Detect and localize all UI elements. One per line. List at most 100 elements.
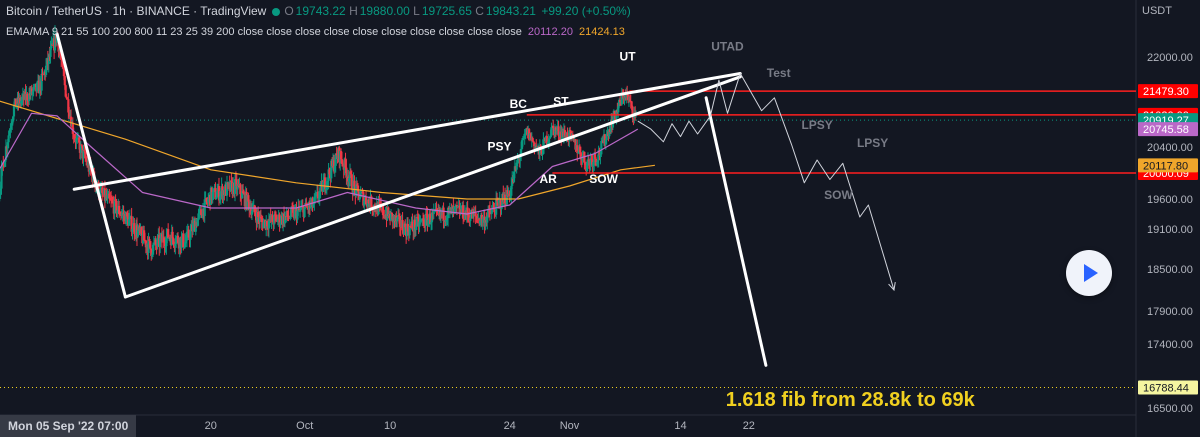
candle-body <box>422 219 426 226</box>
candle-body <box>36 82 39 92</box>
candle-body <box>576 145 579 154</box>
candle-body <box>396 217 399 222</box>
candle-body <box>420 219 423 221</box>
symbol-title[interactable]: Bitcoin / TetherUS · 1h · BINANCE · Trad… <box>6 4 267 18</box>
candle-body <box>147 239 150 253</box>
candle-body <box>495 199 498 215</box>
candle-body <box>476 217 479 220</box>
candle-body <box>241 191 245 194</box>
candle-body <box>3 160 7 167</box>
candle-body <box>424 213 427 226</box>
candle-body <box>600 141 603 155</box>
candle-body <box>211 192 214 201</box>
candle-body <box>512 171 516 182</box>
candle-body <box>125 212 128 224</box>
candle-body <box>271 215 274 222</box>
candle-body <box>579 152 582 160</box>
candle-body <box>446 207 450 219</box>
candle-body <box>334 153 337 166</box>
candle-body <box>278 214 281 225</box>
candle-body <box>398 216 402 227</box>
candle-body <box>401 219 404 231</box>
price-tag <box>1138 84 1198 99</box>
play-replay-button[interactable] <box>1066 250 1112 296</box>
candle-body <box>274 215 278 218</box>
candle-body <box>127 219 131 226</box>
candle-body <box>531 138 534 142</box>
candle-body <box>411 221 414 229</box>
candle-body <box>126 212 129 217</box>
candle-body <box>85 158 88 161</box>
indicator-name: EMA/MA 9 21 55 100 200 800 11 23 25 39 2… <box>6 26 522 38</box>
y-tick-label: 16500.00 <box>1147 403 1193 415</box>
candle-body <box>404 223 407 228</box>
candle-body <box>180 237 183 248</box>
candle-body <box>298 207 301 211</box>
candle-body <box>108 193 111 199</box>
chart-annotation: UT <box>620 49 637 63</box>
candle-body <box>274 214 277 216</box>
candle-body <box>423 225 426 227</box>
candle-body <box>446 218 449 220</box>
candle-body <box>9 129 12 132</box>
candle-body <box>451 206 454 215</box>
x-tick-label: 10 <box>384 420 396 432</box>
candle-body <box>605 133 608 141</box>
candle-body <box>520 148 523 155</box>
candle-body <box>284 216 287 218</box>
candle-body <box>165 236 168 247</box>
candle-body <box>216 192 219 198</box>
candle-body <box>333 165 336 172</box>
candle-body <box>433 210 436 212</box>
chart-annotation: LPSY <box>857 136 888 150</box>
candle-body <box>370 196 373 210</box>
candle-body <box>480 214 484 223</box>
candle-body <box>64 85 67 97</box>
candle-body <box>617 106 620 113</box>
indicator-legend[interactable]: EMA/MA 9 21 55 100 200 800 11 23 25 39 2… <box>6 26 625 38</box>
candle-body <box>523 133 526 138</box>
candle-body <box>241 191 244 199</box>
candle-body <box>323 177 327 190</box>
candle-body <box>403 223 406 235</box>
candle-body <box>587 159 590 161</box>
candle-body <box>258 216 262 222</box>
candle-body <box>540 148 543 156</box>
candle-body <box>194 222 197 232</box>
candle-body <box>67 99 70 113</box>
candle-body <box>11 116 15 122</box>
chart-annotation: AR <box>539 172 557 186</box>
candle-body <box>80 144 83 146</box>
candle-body <box>593 153 597 159</box>
candle-body <box>340 159 344 164</box>
candle-body <box>253 205 256 213</box>
candle-body <box>511 178 514 186</box>
candle-body <box>445 219 448 222</box>
candle-body <box>276 219 279 222</box>
candle-body <box>324 188 328 190</box>
candle-body <box>469 217 472 222</box>
candle-body <box>613 110 616 116</box>
candle-body <box>60 55 63 60</box>
candle-body <box>215 197 218 199</box>
candle-body <box>625 93 628 98</box>
candle-body <box>61 59 65 69</box>
candle-body <box>175 237 178 244</box>
candle-body <box>260 218 263 223</box>
candle-body <box>219 191 222 197</box>
candle-body <box>516 160 519 163</box>
y-tick-label: 20400.00 <box>1147 142 1193 154</box>
candle-body <box>569 131 573 136</box>
candle-body <box>273 214 276 225</box>
candle-body <box>262 222 265 229</box>
candle-body <box>246 195 249 209</box>
price-tag-label: 16788.44 <box>1143 382 1189 394</box>
candle-body <box>604 140 607 145</box>
candle-body <box>432 211 435 215</box>
candle-body <box>259 216 262 219</box>
candle-body <box>481 218 484 223</box>
candle-body <box>546 142 549 145</box>
candle-body <box>623 95 626 100</box>
candle-body <box>148 239 151 242</box>
